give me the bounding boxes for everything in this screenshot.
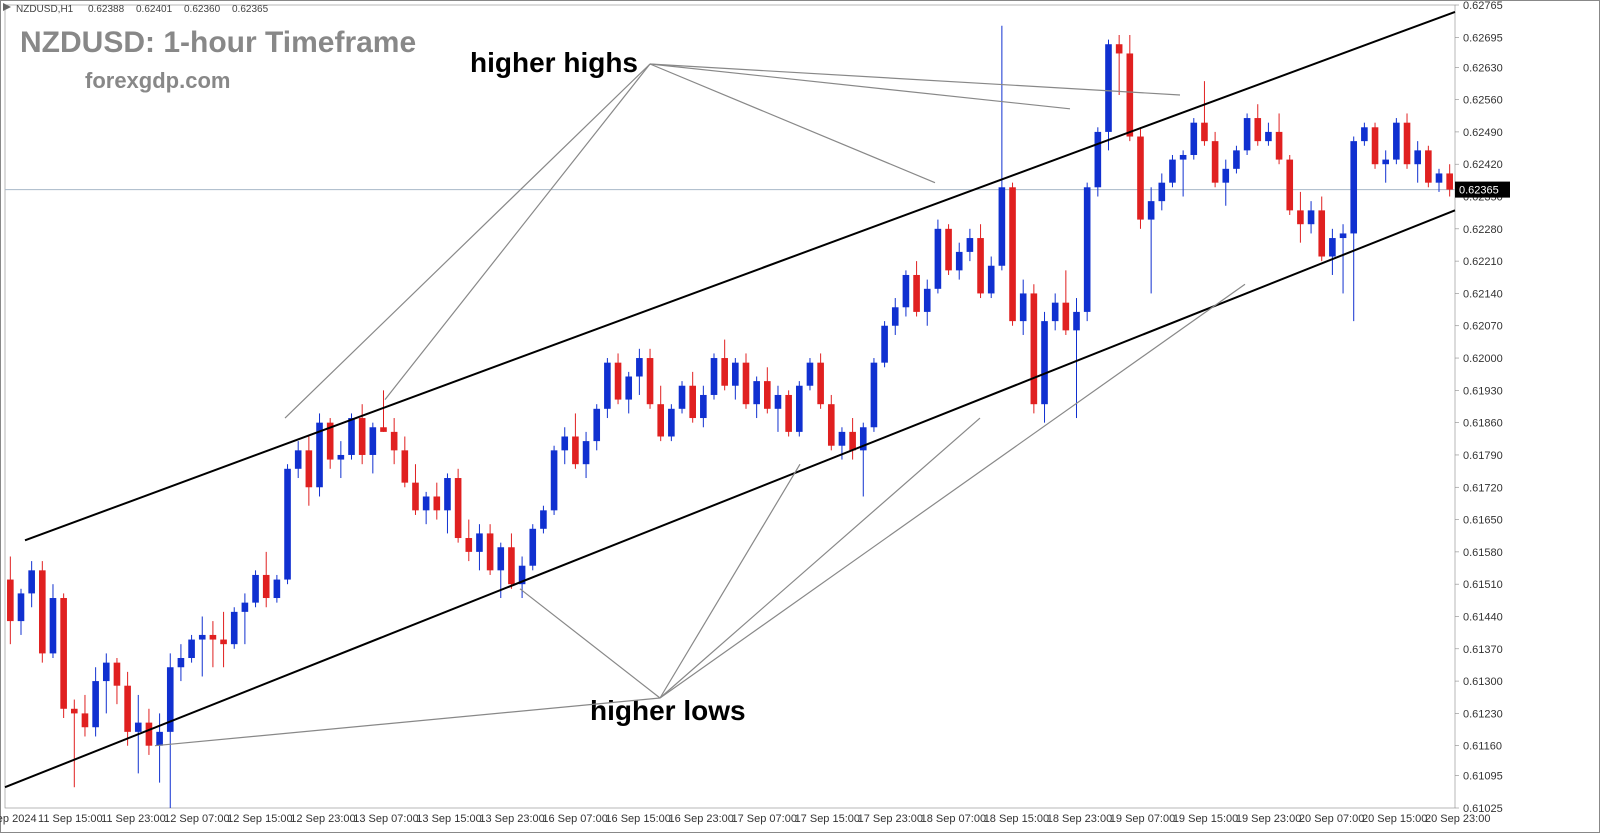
svg-text:16 Sep 07:00: 16 Sep 07:00 (542, 813, 607, 825)
svg-text:18 Sep 15:00: 18 Sep 15:00 (984, 813, 1049, 825)
svg-text:0.61790: 0.61790 (1463, 450, 1503, 462)
svg-text:0.61510: 0.61510 (1463, 579, 1503, 591)
svg-text:20 Sep 15:00: 20 Sep 15:00 (1362, 813, 1427, 825)
svg-text:higher highs: higher highs (470, 47, 638, 78)
svg-text:0.62490: 0.62490 (1463, 127, 1503, 139)
svg-text:20 Sep 23:00: 20 Sep 23:00 (1425, 813, 1490, 825)
svg-text:NZDUSD: 1-hour Timeframe: NZDUSD: 1-hour Timeframe (20, 26, 416, 59)
svg-text:0.62000: 0.62000 (1463, 353, 1503, 365)
svg-text:forexgdp.com: forexgdp.com (85, 68, 230, 93)
svg-text:0.62365: 0.62365 (1459, 185, 1499, 197)
svg-text:17 Sep 23:00: 17 Sep 23:00 (858, 813, 923, 825)
svg-text:12 Sep 15:00: 12 Sep 15:00 (227, 813, 292, 825)
svg-text:19 Sep 23:00: 19 Sep 23:00 (1236, 813, 1301, 825)
svg-text:0.62360: 0.62360 (184, 4, 221, 15)
chart-container: 0.62765 0.62695 0.62630 0.62560 0.62490 0.624… (0, 0, 1600, 833)
svg-text:higher lows: higher lows (590, 695, 746, 726)
svg-text:0.62388: 0.62388 (88, 4, 125, 15)
svg-text:NZDUSD,H1: NZDUSD,H1 (16, 4, 74, 15)
svg-text:0.61160: 0.61160 (1463, 741, 1502, 753)
svg-text:0.62210: 0.62210 (1463, 256, 1503, 268)
svg-text:0.62420: 0.62420 (1463, 159, 1503, 171)
svg-text:0.62630: 0.62630 (1463, 62, 1503, 74)
svg-text:0.61720: 0.61720 (1463, 482, 1503, 494)
svg-text:13 Sep 15:00: 13 Sep 15:00 (416, 813, 481, 825)
svg-text:12 Sep 23:00: 12 Sep 23:00 (290, 813, 355, 825)
svg-text:0.61930: 0.61930 (1463, 385, 1503, 397)
svg-text:0.61300: 0.61300 (1463, 676, 1503, 688)
svg-text:16 Sep 15:00: 16 Sep 15:00 (605, 813, 670, 825)
svg-text:0.62280: 0.62280 (1463, 224, 1503, 236)
svg-text:12 Sep 07:00: 12 Sep 07:00 (164, 813, 229, 825)
svg-text:0.62140: 0.62140 (1463, 288, 1503, 300)
svg-text:0.62765: 0.62765 (1463, 0, 1503, 12)
svg-text:0.61650: 0.61650 (1463, 515, 1503, 527)
svg-text:18 Sep 23:00: 18 Sep 23:00 (1047, 813, 1112, 825)
svg-text:0.62560: 0.62560 (1463, 95, 1503, 107)
svg-text:11 Sep 23:00: 11 Sep 23:00 (101, 813, 166, 825)
svg-text:19 Sep 15:00: 19 Sep 15:00 (1173, 813, 1238, 825)
svg-text:16 Sep 23:00: 16 Sep 23:00 (668, 813, 733, 825)
svg-text:0.62695: 0.62695 (1463, 32, 1503, 44)
svg-text:13 Sep 07:00: 13 Sep 07:00 (353, 813, 418, 825)
candlestick-chart[interactable]: 0.62765 0.62695 0.62630 0.62560 0.62490 0.624… (0, 0, 1600, 833)
svg-text:0.62365: 0.62365 (232, 4, 269, 15)
svg-text:18 Sep 07:00: 18 Sep 07:00 (921, 813, 986, 825)
svg-text:19 Sep 07:00: 19 Sep 07:00 (1110, 813, 1175, 825)
svg-text:0.61440: 0.61440 (1463, 611, 1503, 623)
svg-text:0.62401: 0.62401 (136, 4, 173, 15)
svg-text:11 Sep 2024: 11 Sep 2024 (0, 813, 37, 825)
svg-text:13 Sep 23:00: 13 Sep 23:00 (479, 813, 544, 825)
svg-text:0.61230: 0.61230 (1463, 708, 1503, 720)
svg-text:0.62070: 0.62070 (1463, 321, 1503, 333)
svg-text:0.61370: 0.61370 (1463, 644, 1503, 656)
svg-text:0.61580: 0.61580 (1463, 547, 1503, 559)
svg-text:0.61860: 0.61860 (1463, 418, 1503, 430)
svg-text:20 Sep 07:00: 20 Sep 07:00 (1299, 813, 1364, 825)
svg-text:11 Sep 15:00: 11 Sep 15:00 (38, 813, 103, 825)
svg-text:17 Sep 15:00: 17 Sep 15:00 (795, 813, 860, 825)
svg-text:0.61095: 0.61095 (1463, 771, 1503, 783)
svg-text:17 Sep 07:00: 17 Sep 07:00 (732, 813, 797, 825)
